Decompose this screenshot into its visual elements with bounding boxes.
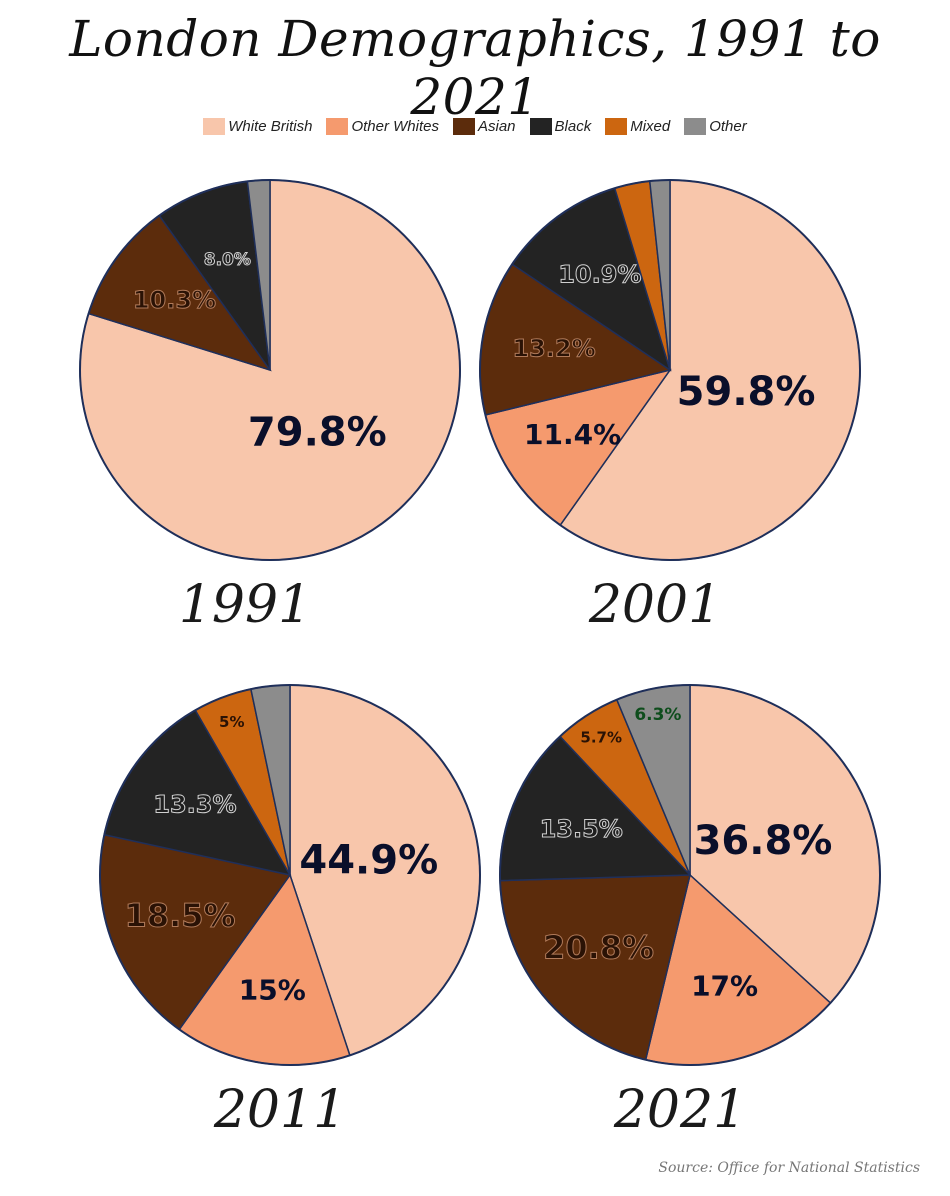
slice-label: 10.3% bbox=[133, 286, 216, 314]
slice-label: 17% bbox=[691, 970, 758, 1003]
pie-outline bbox=[479, 179, 861, 561]
chart-title: London Demographics, 1991 to 2021 bbox=[69, 10, 881, 126]
slice-label: 8.0% bbox=[204, 250, 251, 270]
legend-item: Other Whites bbox=[326, 118, 439, 135]
pie-chart-2021: 36.8% 17% 20.8% 13.5% 5.7% 6.3% bbox=[499, 684, 881, 1066]
year-label-2011: 2011 bbox=[213, 1080, 347, 1140]
legend-item: Other bbox=[684, 118, 747, 135]
legend-label: Black bbox=[554, 118, 592, 135]
legend-swatch bbox=[605, 118, 628, 135]
slice-label: 11.4% bbox=[524, 418, 621, 451]
slice-label: 6.3% bbox=[634, 705, 681, 725]
slice-label: 79.8% bbox=[248, 409, 387, 455]
legend-swatch bbox=[203, 118, 226, 135]
legend-swatch bbox=[529, 118, 552, 135]
slice-label: 20.8% bbox=[543, 928, 654, 966]
slice-label: 18.5% bbox=[125, 896, 236, 934]
pie-outline bbox=[79, 179, 461, 561]
year-label-2021: 2021 bbox=[613, 1080, 747, 1140]
year-label-2001: 2001 bbox=[588, 575, 722, 635]
legend-item: Asian bbox=[452, 118, 516, 135]
slice-label: 10.9% bbox=[558, 260, 641, 288]
legend-swatch bbox=[452, 118, 475, 135]
legend-item: White British bbox=[203, 118, 312, 135]
pie-outline bbox=[499, 684, 881, 1066]
legend-label: Mixed bbox=[630, 118, 671, 135]
legend-item: Mixed bbox=[605, 118, 670, 135]
pie-chart-2011: 44.9% 15% 18.5% 13.3% 5% bbox=[99, 684, 481, 1066]
legend-label: White British bbox=[228, 118, 313, 135]
pie-chart-2001: 59.8% 11.4% 13.2% 10.9% bbox=[479, 179, 861, 561]
pie-chart-1991: 79.8% 10.3% 8.0% bbox=[79, 179, 461, 561]
slice-label: 13.3% bbox=[153, 790, 236, 818]
year-label-1991: 1991 bbox=[178, 575, 312, 635]
slice-label: 15% bbox=[239, 973, 306, 1006]
slice-label: 5.7% bbox=[580, 728, 622, 746]
legend-swatch bbox=[326, 118, 349, 135]
slice-label: 13.2% bbox=[512, 334, 595, 362]
legend-label: Asian bbox=[477, 118, 516, 135]
legend-swatch bbox=[684, 118, 707, 135]
slice-label: 36.8% bbox=[694, 818, 833, 864]
legend-item: Black bbox=[529, 118, 592, 135]
source-note: Source: Office for National Statistics bbox=[658, 1160, 920, 1176]
slice-label: 44.9% bbox=[299, 837, 438, 883]
slice-label: 59.8% bbox=[677, 369, 816, 415]
legend: White British Other Whites Asian Black Mixed… bbox=[0, 118, 950, 135]
legend-label: Other Whites bbox=[351, 118, 439, 135]
pie-outline bbox=[99, 684, 481, 1066]
slice-label: 5% bbox=[219, 713, 244, 731]
slice-label: 13.5% bbox=[540, 815, 623, 843]
legend-label: Other bbox=[709, 118, 747, 135]
